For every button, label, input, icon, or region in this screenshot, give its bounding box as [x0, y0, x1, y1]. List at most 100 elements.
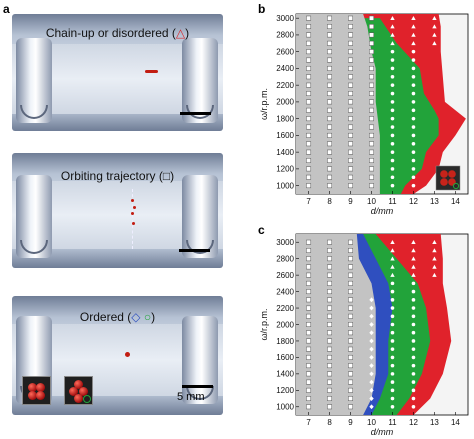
marker-square	[369, 74, 374, 80]
marker-square	[327, 248, 333, 253]
marker-square	[348, 239, 353, 245]
marker-square	[348, 305, 353, 311]
marker-square	[348, 82, 353, 88]
marker-square	[327, 82, 333, 88]
marker-circle	[411, 125, 416, 129]
marker-triangle	[390, 240, 395, 245]
marker-square	[306, 239, 312, 245]
marker-circle	[390, 49, 395, 54]
marker-circle	[411, 281, 416, 286]
marker-square	[327, 371, 333, 377]
chart-b-inset	[435, 165, 461, 191]
marker-square	[327, 363, 333, 369]
marker-square	[327, 183, 333, 189]
inset-cluster-1	[22, 376, 51, 405]
marker-triangle	[432, 41, 437, 46]
x-tick-label: 13	[430, 418, 439, 427]
marker-square	[327, 149, 333, 155]
marker-square	[306, 248, 312, 253]
marker-square	[306, 49, 312, 55]
marker-square	[348, 116, 353, 122]
inset-frame	[435, 165, 461, 191]
marker-square	[327, 313, 333, 319]
marker-circle	[390, 396, 395, 401]
plug-right	[182, 316, 218, 404]
marker-square	[327, 387, 333, 393]
marker-diamond	[369, 330, 374, 336]
marker-square	[306, 132, 312, 138]
marker-square	[327, 280, 333, 286]
marker-square	[306, 396, 312, 401]
marker-triangle	[411, 256, 416, 261]
marker-circle	[390, 322, 395, 327]
y-tick-label: 3000	[276, 238, 294, 247]
marker-circle	[390, 125, 395, 129]
marker-square	[306, 289, 312, 295]
marker-triangle	[411, 32, 416, 37]
marker-square	[306, 74, 312, 80]
marker-circle	[411, 175, 416, 180]
marker-triangle	[411, 240, 416, 245]
marker-square	[306, 183, 312, 189]
x-tick-label: 11	[388, 418, 397, 427]
marker-square	[306, 264, 312, 270]
marker-square	[306, 99, 312, 105]
marker-square	[306, 280, 312, 286]
marker-square	[348, 49, 353, 55]
marker-triangle	[390, 256, 395, 261]
marker-square	[327, 272, 333, 278]
marker-square	[327, 338, 333, 344]
circle-symbol: ○	[143, 310, 152, 324]
marker-circle	[411, 141, 416, 146]
chart-b: 7 8 9 10 11 12 13 14 1000 1200 1400 1600 1800 2000 220…	[258, 8, 474, 216]
marker-square	[327, 15, 333, 21]
marker-square	[306, 404, 312, 410]
marker-square	[369, 82, 374, 88]
marker-square	[369, 166, 374, 172]
inset-bead	[440, 178, 448, 186]
marker-square	[369, 141, 374, 147]
marker-circle	[411, 83, 416, 87]
marker-square	[306, 91, 312, 96]
marker-square	[327, 322, 333, 327]
marker-square	[348, 338, 353, 344]
marker-square	[348, 24, 353, 30]
y-tick-label: 2800	[276, 254, 294, 263]
marker-square	[348, 32, 353, 38]
marker-square	[369, 132, 374, 138]
marker-circle	[390, 167, 395, 171]
caption-chain-up: Chain-up or disordered (△)	[45, 26, 190, 40]
marker-circle	[411, 298, 416, 302]
marker-circle	[390, 298, 395, 302]
marker-circle	[411, 167, 416, 171]
marker-diamond	[369, 387, 374, 393]
marker-square	[348, 256, 353, 262]
marker-square	[348, 124, 353, 130]
scale-bar	[179, 249, 210, 252]
marker-square	[369, 158, 374, 163]
marker-circle	[390, 347, 395, 351]
marker-square	[306, 158, 312, 163]
marker-square	[306, 57, 312, 63]
y-tick-label: 2000	[276, 98, 294, 107]
marker-diamond	[369, 363, 374, 369]
y-tick-label: 1200	[276, 165, 294, 174]
y-tick-label: 1200	[276, 386, 294, 395]
marker-square	[369, 116, 374, 122]
marker-circle	[411, 380, 416, 384]
marker-triangle	[411, 24, 416, 29]
marker-triangle	[411, 272, 416, 277]
marker-square	[327, 116, 333, 122]
marker-square	[327, 49, 333, 55]
marker-diamond	[369, 404, 374, 410]
x-tick-label: 9	[348, 197, 353, 206]
marker-square	[306, 338, 312, 344]
marker-square	[306, 371, 312, 377]
marker-square	[327, 158, 333, 163]
marker-square	[327, 379, 333, 385]
particle-dot	[133, 206, 136, 209]
y-tick-label: 1400	[276, 148, 294, 157]
marker-square	[369, 49, 374, 55]
marker-square	[306, 32, 312, 38]
marker-square	[327, 132, 333, 138]
